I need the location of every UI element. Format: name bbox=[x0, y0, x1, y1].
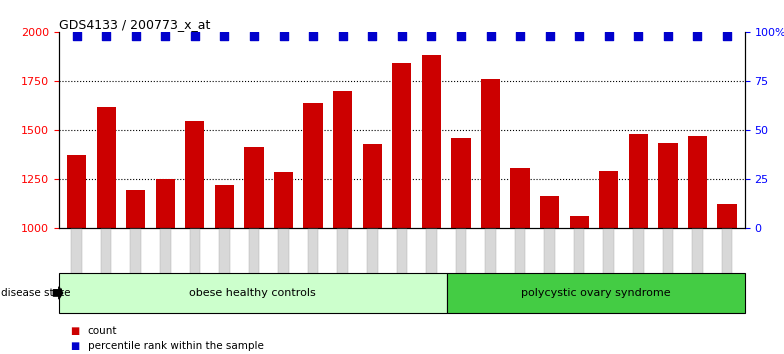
Point bbox=[366, 33, 379, 39]
Point bbox=[691, 33, 704, 39]
Bar bbox=[67, 155, 86, 228]
Point bbox=[720, 33, 733, 39]
Point bbox=[307, 33, 319, 39]
Bar bbox=[185, 121, 205, 228]
Point bbox=[573, 33, 586, 39]
Point bbox=[485, 33, 497, 39]
Text: ■: ■ bbox=[71, 341, 80, 351]
Text: disease state: disease state bbox=[1, 288, 71, 298]
Bar bbox=[659, 143, 677, 228]
Point bbox=[455, 33, 467, 39]
Bar bbox=[156, 179, 175, 228]
Bar bbox=[452, 138, 470, 228]
Bar bbox=[570, 216, 589, 228]
Text: ■: ■ bbox=[71, 326, 80, 336]
Point bbox=[543, 33, 556, 39]
Bar bbox=[363, 144, 382, 228]
Bar bbox=[540, 196, 559, 228]
Point bbox=[514, 33, 526, 39]
Bar bbox=[303, 103, 323, 228]
Point bbox=[603, 33, 615, 39]
Bar bbox=[215, 185, 234, 228]
Point bbox=[425, 33, 437, 39]
Bar bbox=[392, 63, 412, 228]
Bar bbox=[717, 204, 737, 228]
Point bbox=[188, 33, 201, 39]
Text: count: count bbox=[88, 326, 118, 336]
Bar bbox=[629, 134, 648, 228]
Bar bbox=[688, 136, 707, 228]
Bar bbox=[481, 79, 500, 228]
Point bbox=[71, 33, 83, 39]
Point bbox=[278, 33, 290, 39]
Point bbox=[395, 33, 408, 39]
Bar bbox=[333, 91, 352, 228]
Text: percentile rank within the sample: percentile rank within the sample bbox=[88, 341, 263, 351]
Point bbox=[336, 33, 349, 39]
Bar bbox=[126, 190, 145, 228]
Point bbox=[662, 33, 674, 39]
Text: GDS4133 / 200773_x_at: GDS4133 / 200773_x_at bbox=[59, 18, 210, 31]
Bar bbox=[245, 147, 263, 228]
Bar bbox=[510, 169, 530, 228]
Bar bbox=[422, 56, 441, 228]
Point bbox=[632, 33, 644, 39]
Point bbox=[129, 33, 142, 39]
Bar bbox=[96, 107, 116, 228]
Text: polycystic ovary syndrome: polycystic ovary syndrome bbox=[521, 288, 670, 298]
Bar bbox=[274, 172, 293, 228]
Point bbox=[159, 33, 172, 39]
Point bbox=[100, 33, 112, 39]
Bar bbox=[599, 171, 619, 228]
Text: obese healthy controls: obese healthy controls bbox=[189, 288, 316, 298]
Point bbox=[248, 33, 260, 39]
Point bbox=[218, 33, 230, 39]
